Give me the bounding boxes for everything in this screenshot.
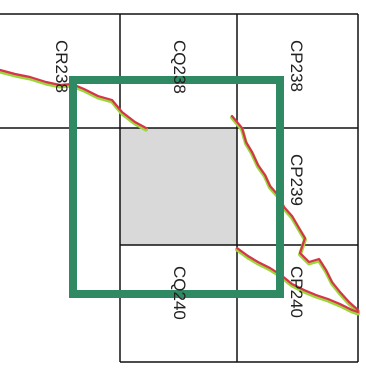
cell-label-cq240: CQ240	[170, 266, 189, 320]
cell-label-cp240: CP240	[287, 266, 306, 318]
cell-label-cr238: CR238	[52, 40, 71, 93]
cell-label-cp239: CP239	[287, 154, 306, 206]
route-line	[0, 68, 360, 316]
highlighted-cell	[120, 128, 237, 245]
selection-frame[interactable]	[69, 76, 284, 298]
cell-label-cp238: CP238	[287, 40, 306, 92]
cell-label-cq238: CQ238	[170, 40, 189, 94]
grid-lines	[0, 13, 359, 363]
